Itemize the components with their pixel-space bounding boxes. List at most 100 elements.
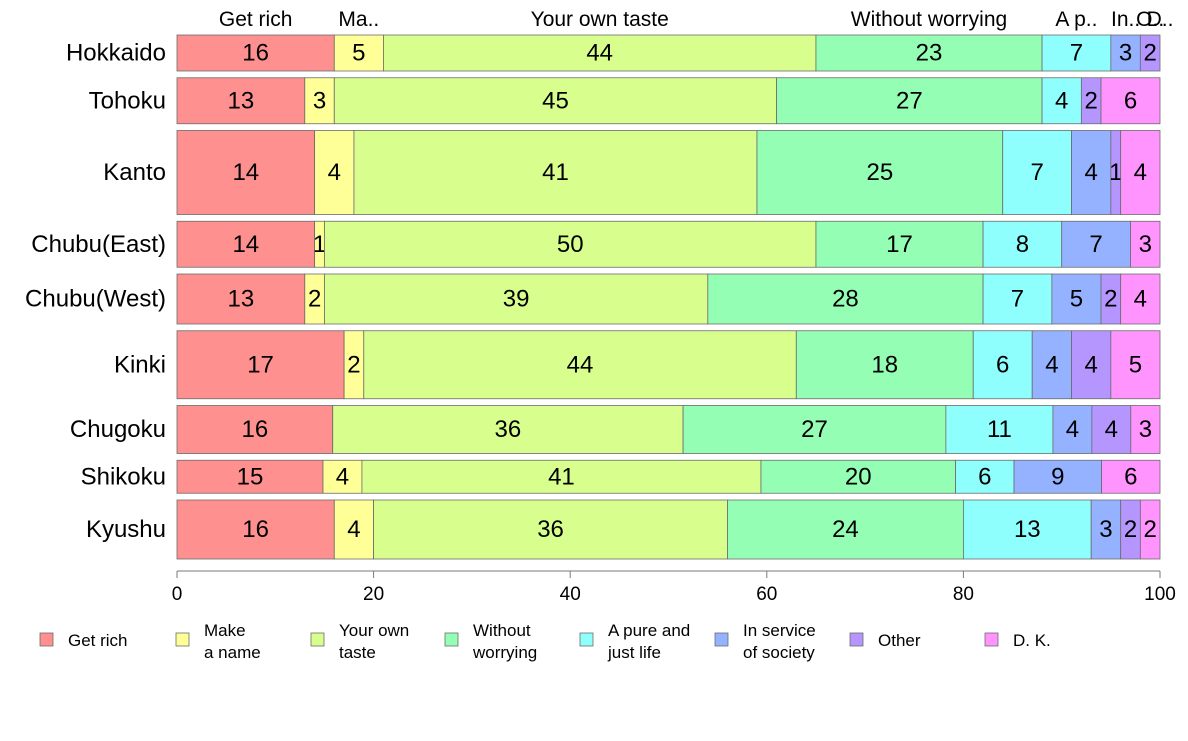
legend-swatch-other: [849, 632, 864, 647]
data-label-chubu-west-in-service-of-society: 5: [1070, 286, 1083, 313]
bar-kyushu-without-worrying: [727, 499, 964, 560]
data-label-chugoku-in-service-of-society: 4: [1066, 416, 1079, 443]
category-label-chubu-east: Chubu(East): [31, 231, 166, 258]
bar-chubu-east-get-rich: [176, 220, 316, 268]
bar-tohoku-a-pure-and-just-life: [1041, 77, 1082, 125]
bar-chubu-west-in-service-of-society: [1051, 273, 1102, 325]
data-label-tohoku-make-a-name: 3: [313, 87, 326, 114]
data-label-hokkaido-a-pure-and-just-life: 7: [1070, 40, 1083, 67]
bar-chugoku-without-worrying: [682, 405, 947, 454]
bar-kyushu-make-a-name: [333, 499, 374, 560]
bar-chugoku-a-pure-and-just-life: [945, 405, 1054, 454]
data-label-kinki-d-k: 5: [1129, 351, 1142, 378]
data-label-hokkaido-in-service-of-society: 3: [1119, 40, 1132, 67]
bar-shikoku-d-k: [1101, 459, 1161, 494]
bar-shikoku-in-service-of-society: [1013, 459, 1103, 494]
data-label-shikoku-your-own-taste: 41: [548, 463, 575, 490]
column-label-a-pure-and-just-life: A p..: [1055, 8, 1097, 31]
bar-chubu-east-without-worrying: [815, 220, 984, 268]
data-label-kyushu-without-worrying: 24: [832, 516, 859, 543]
legend-label-your-own-taste-line1: Your own: [339, 621, 409, 640]
data-label-kanto-a-pure-and-just-life: 7: [1030, 159, 1043, 186]
bar-kinki-without-worrying: [795, 330, 974, 400]
bar-kanto-d-k: [1120, 130, 1161, 215]
data-label-shikoku-get-rich: 15: [237, 463, 264, 490]
data-label-chugoku-without-worrying: 27: [801, 416, 828, 443]
legend-label-get-rich: Get rich: [68, 631, 128, 650]
x-tick-label-60: 60: [756, 584, 777, 605]
data-label-kanto-without-worrying: 25: [866, 159, 893, 186]
data-label-chugoku-get-rich: 16: [242, 416, 269, 443]
data-label-chubu-west-without-worrying: 28: [832, 286, 859, 313]
bar-hokkaido-without-worrying: [815, 34, 1043, 72]
bar-hokkaido-get-rich: [176, 34, 335, 72]
legend-label-make-a-name-line2: a name: [204, 643, 261, 662]
data-label-chubu-west-your-own-taste: 39: [503, 286, 530, 313]
data-label-kyushu-a-pure-and-just-life: 13: [1014, 516, 1041, 543]
data-label-chubu-east-in-service-of-society: 7: [1089, 231, 1102, 258]
bar-shikoku-a-pure-and-just-life: [955, 459, 1015, 494]
data-label-kyushu-d-k: 2: [1143, 516, 1156, 543]
bar-kinki-a-pure-and-just-life: [972, 330, 1033, 400]
data-label-chubu-east-make-a-name: 1: [313, 231, 326, 258]
category-label-kinki: Kinki: [114, 351, 166, 378]
category-label-chugoku: Chugoku: [70, 416, 166, 443]
data-label-kyushu-make-a-name: 4: [347, 516, 360, 543]
data-label-shikoku-in-service-of-society: 9: [1051, 463, 1064, 490]
data-label-kinki-in-service-of-society: 4: [1045, 351, 1058, 378]
bar-chubu-west-a-pure-and-just-life: [982, 273, 1053, 325]
data-label-shikoku-a-pure-and-just-life: 6: [978, 463, 991, 490]
legend: Get rich Make a name Your own taste Without wo…: [39, 621, 1051, 662]
data-label-shikoku-make-a-name: 4: [336, 463, 349, 490]
category-label-hokkaido: Hokkaido: [66, 40, 166, 67]
data-label-kanto-get-rich: 14: [232, 159, 259, 186]
bar-kinki-in-service-of-society: [1031, 330, 1072, 400]
data-label-tohoku-without-worrying: 27: [896, 87, 923, 114]
bar-hokkaido-make-a-name: [333, 34, 384, 72]
legend-label-in-service-of-society-line1: In service: [743, 621, 816, 640]
data-label-chubu-east-without-worrying: 17: [886, 231, 913, 258]
legend-label-d-k: D. K.: [1013, 631, 1051, 650]
x-tick-label-20: 20: [363, 584, 384, 605]
legend-swatch-a-pure-and-just-life: [579, 632, 594, 647]
data-label-chugoku-other: 4: [1105, 416, 1118, 443]
bar-chubu-west-d-k: [1120, 273, 1161, 325]
legend-label-other: Other: [878, 631, 921, 650]
bar-chugoku-d-k: [1130, 405, 1161, 454]
bar-tohoku-without-worrying: [776, 77, 1043, 125]
data-label-tohoku-other: 2: [1085, 87, 1098, 114]
data-label-chubu-west-other: 2: [1104, 286, 1117, 313]
bar-chubu-west-your-own-taste: [324, 273, 709, 325]
data-label-hokkaido-your-own-taste: 44: [586, 40, 613, 67]
column-label-get-rich: Get rich: [219, 8, 293, 31]
bar-hokkaido-your-own-taste: [383, 34, 817, 72]
data-label-kyushu-your-own-taste: 36: [537, 516, 564, 543]
legend-label-in-service-of-society-line2: of society: [743, 643, 815, 662]
data-label-kanto-d-k: 4: [1134, 159, 1147, 186]
data-label-kinki-get-rich: 17: [247, 351, 274, 378]
data-label-hokkaido-other: 2: [1143, 40, 1156, 67]
top-labels-layer: Get rich Ma.. Your own taste Without worryi…: [219, 8, 1174, 31]
data-label-kanto-make-a-name: 4: [328, 159, 341, 186]
legend-swatch-get-rich: [39, 632, 54, 647]
legend-label-a-pure-and-just-life-line1: A pure and: [608, 621, 690, 640]
data-label-kinki-without-worrying: 18: [871, 351, 898, 378]
bar-chubu-east-a-pure-and-just-life: [982, 220, 1063, 268]
data-label-hokkaido-make-a-name: 5: [352, 40, 365, 67]
data-label-kanto-in-service-of-society: 4: [1085, 159, 1098, 186]
bar-chubu-east-in-service-of-society: [1061, 220, 1131, 268]
bar-kanto-get-rich: [176, 130, 316, 215]
column-label-in-service-of-society: In..: [1111, 8, 1140, 31]
legend-label-make-a-name-line1: Make: [204, 621, 246, 640]
data-label-chubu-east-d-k: 3: [1139, 231, 1152, 258]
data-label-chubu-east-a-pure-and-just-life: 8: [1016, 231, 1029, 258]
column-label-d-k: D..: [1147, 8, 1174, 31]
column-label-your-own-taste: Your own taste: [531, 8, 669, 31]
legend-swatch-your-own-taste: [310, 632, 325, 647]
data-label-chugoku-d-k: 3: [1139, 416, 1152, 443]
bar-kyushu-d-k: [1139, 499, 1161, 560]
data-label-chubu-west-make-a-name: 2: [308, 286, 321, 313]
data-label-kinki-make-a-name: 2: [347, 351, 360, 378]
bar-kyushu-your-own-taste: [373, 499, 728, 560]
